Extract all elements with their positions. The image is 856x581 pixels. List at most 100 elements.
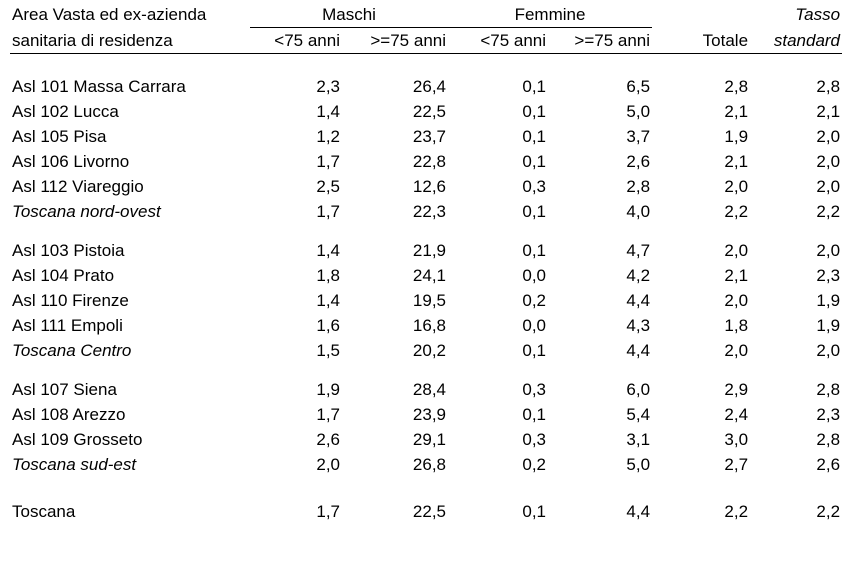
row-name: Asl 102 Lucca bbox=[12, 102, 119, 121]
totale-header: Totale bbox=[652, 27, 751, 54]
table-row: Asl 104 Prato 1,8 24,1 0,0 4,2 2,1 2,3 bbox=[10, 263, 842, 288]
row-name: Asl 108 Arezzo bbox=[12, 405, 126, 424]
cell-m-lt75: 1,4 bbox=[316, 241, 340, 260]
tasso-header-line1: Tasso bbox=[795, 5, 841, 25]
femmine-lt75-header: <75 anni bbox=[448, 27, 549, 54]
cell-m-lt75: 1,2 bbox=[316, 127, 340, 146]
cell-tasso: 2,0 bbox=[816, 177, 841, 196]
cell-totale: 2,0 bbox=[724, 291, 749, 310]
cell-m-lt75: 1,7 bbox=[316, 405, 340, 424]
cell-totale: 2,9 bbox=[724, 380, 749, 399]
subtotal-row: Toscana nord-ovest 1,7 22,3 0,1 4,0 2,2 … bbox=[10, 199, 842, 224]
cell-f-ge75: 4,4 bbox=[626, 291, 651, 310]
subtotal-row: Toscana Centro 1,5 20,2 0,1 4,4 2,0 2,0 bbox=[10, 338, 842, 363]
cell-totale: 2,7 bbox=[724, 455, 749, 474]
cell-m-ge75: 12,6 bbox=[412, 177, 447, 196]
cell-f-lt75: 0,1 bbox=[522, 102, 547, 121]
table-row: Asl 108 Arezzo 1,7 23,9 0,1 5,4 2,4 2,3 bbox=[10, 402, 842, 427]
cell-totale: 2,1 bbox=[724, 266, 749, 285]
table-row: Asl 112 Viareggio 2,5 12,6 0,3 2,8 2,0 2… bbox=[10, 174, 842, 199]
cell-m-ge75: 22,5 bbox=[412, 502, 447, 521]
table-row: Asl 110 Firenze 1,4 19,5 0,2 4,4 2,0 1,9 bbox=[10, 288, 842, 313]
femmine-ge75-header: >=75 anni bbox=[548, 27, 653, 54]
cell-m-ge75: 29,1 bbox=[412, 430, 447, 449]
grand-total-row: Toscana 1,7 22,5 0,1 4,4 2,2 2,2 bbox=[10, 499, 842, 524]
totale-header-spacer bbox=[652, 2, 750, 28]
cell-m-ge75: 22,5 bbox=[412, 102, 447, 121]
cell-f-ge75: 4,0 bbox=[626, 202, 651, 221]
cell-totale: 2,4 bbox=[724, 405, 749, 424]
cell-f-ge75: 6,5 bbox=[626, 77, 651, 96]
cell-f-lt75: 0,3 bbox=[522, 177, 547, 196]
cell-f-lt75: 0,0 bbox=[522, 316, 547, 335]
cell-f-lt75: 0,3 bbox=[522, 430, 547, 449]
row-name: Asl 107 Siena bbox=[12, 380, 117, 399]
cell-totale: 2,1 bbox=[724, 102, 749, 121]
cell-m-ge75: 21,9 bbox=[412, 241, 447, 260]
grand-total-name: Toscana bbox=[12, 502, 76, 521]
cell-tasso: 2,0 bbox=[816, 241, 841, 260]
cell-tasso: 1,9 bbox=[816, 291, 841, 310]
header-row-2: sanitaria di residenza <75 anni >=75 ann… bbox=[10, 27, 843, 54]
table-row: Asl 106 Livorno 1,7 22,8 0,1 2,6 2,1 2,0 bbox=[10, 149, 842, 174]
table-header: Area Vasta ed ex-azienda Maschi Femmine … bbox=[10, 2, 843, 54]
cell-m-lt75: 1,4 bbox=[316, 102, 340, 121]
cell-m-ge75: 26,8 bbox=[412, 455, 447, 474]
cell-m-ge75: 24,1 bbox=[412, 266, 447, 285]
cell-totale: 2,0 bbox=[724, 241, 749, 260]
cell-tasso: 2,3 bbox=[816, 405, 841, 424]
cell-f-lt75: 0,1 bbox=[522, 241, 547, 260]
subtotal-name: Toscana sud-est bbox=[12, 455, 137, 474]
cell-f-ge75: 4,4 bbox=[626, 502, 651, 521]
cell-m-ge75: 22,3 bbox=[412, 202, 447, 221]
tasso-header-line2: standard bbox=[750, 27, 843, 54]
row-name: Asl 110 Firenze bbox=[12, 291, 129, 310]
row-name: Asl 109 Grosseto bbox=[12, 430, 143, 449]
cell-tasso: 2,6 bbox=[816, 455, 841, 474]
spacer-row bbox=[10, 224, 842, 238]
table-row: Asl 109 Grosseto 2,6 29,1 0,3 3,1 3,0 2,… bbox=[10, 427, 842, 452]
maschi-lt75-header: <75 anni bbox=[250, 27, 342, 54]
cell-tasso: 1,9 bbox=[816, 316, 841, 335]
cell-m-ge75: 19,5 bbox=[412, 291, 447, 310]
table-row: Asl 105 Pisa 1,2 23,7 0,1 3,7 1,9 2,0 bbox=[10, 124, 842, 149]
row-name: Asl 111 Empoli bbox=[12, 316, 123, 335]
cell-tasso: 2,8 bbox=[816, 380, 841, 399]
cell-tasso: 2,0 bbox=[816, 341, 841, 360]
cell-f-lt75: 0,1 bbox=[522, 77, 547, 96]
table-row: Asl 101 Massa Carrara 2,3 26,4 0,1 6,5 2… bbox=[10, 74, 842, 99]
cell-f-lt75: 0,1 bbox=[522, 152, 547, 171]
cell-m-ge75: 28,4 bbox=[412, 380, 447, 399]
cell-totale: 1,9 bbox=[724, 127, 749, 146]
cell-tasso: 2,8 bbox=[816, 430, 841, 449]
cell-totale: 2,2 bbox=[724, 202, 749, 221]
row-name: Asl 103 Pistoia bbox=[12, 241, 125, 260]
cell-f-ge75: 4,7 bbox=[626, 241, 651, 260]
cell-totale: 2,0 bbox=[724, 177, 749, 196]
cell-totale: 2,2 bbox=[724, 502, 749, 521]
cell-m-lt75: 1,8 bbox=[316, 266, 340, 285]
row-name: Asl 105 Pisa bbox=[12, 127, 107, 146]
subtotal-row: Toscana sud-est 2,0 26,8 0,2 5,0 2,7 2,6 bbox=[10, 452, 842, 477]
cell-f-lt75: 0,1 bbox=[522, 405, 547, 424]
cell-f-ge75: 5,4 bbox=[626, 405, 651, 424]
cell-tasso: 2,2 bbox=[816, 202, 841, 221]
table-row: Asl 102 Lucca 1,4 22,5 0,1 5,0 2,1 2,1 bbox=[10, 99, 842, 124]
cell-f-ge75: 4,4 bbox=[626, 341, 651, 360]
table-row: Asl 111 Empoli 1,6 16,8 0,0 4,3 1,8 1,9 bbox=[10, 313, 842, 338]
cell-totale: 2,1 bbox=[724, 152, 749, 171]
cell-tasso: 2,1 bbox=[816, 102, 841, 121]
cell-f-lt75: 0,1 bbox=[522, 341, 547, 360]
cell-m-lt75: 1,7 bbox=[316, 202, 340, 221]
cell-f-ge75: 5,0 bbox=[626, 102, 651, 121]
cell-m-ge75: 23,9 bbox=[412, 405, 447, 424]
cell-totale: 2,0 bbox=[724, 341, 749, 360]
subtotal-name: Toscana Centro bbox=[12, 341, 132, 360]
cell-tasso: 2,2 bbox=[816, 502, 841, 521]
cell-totale: 1,8 bbox=[724, 316, 749, 335]
area-header-line1: Area Vasta ed ex-azienda bbox=[12, 5, 207, 25]
cell-m-lt75: 2,6 bbox=[316, 430, 340, 449]
cell-m-ge75: 23,7 bbox=[412, 127, 447, 146]
cell-f-ge75: 2,6 bbox=[626, 152, 651, 171]
spacer-row bbox=[10, 54, 842, 75]
